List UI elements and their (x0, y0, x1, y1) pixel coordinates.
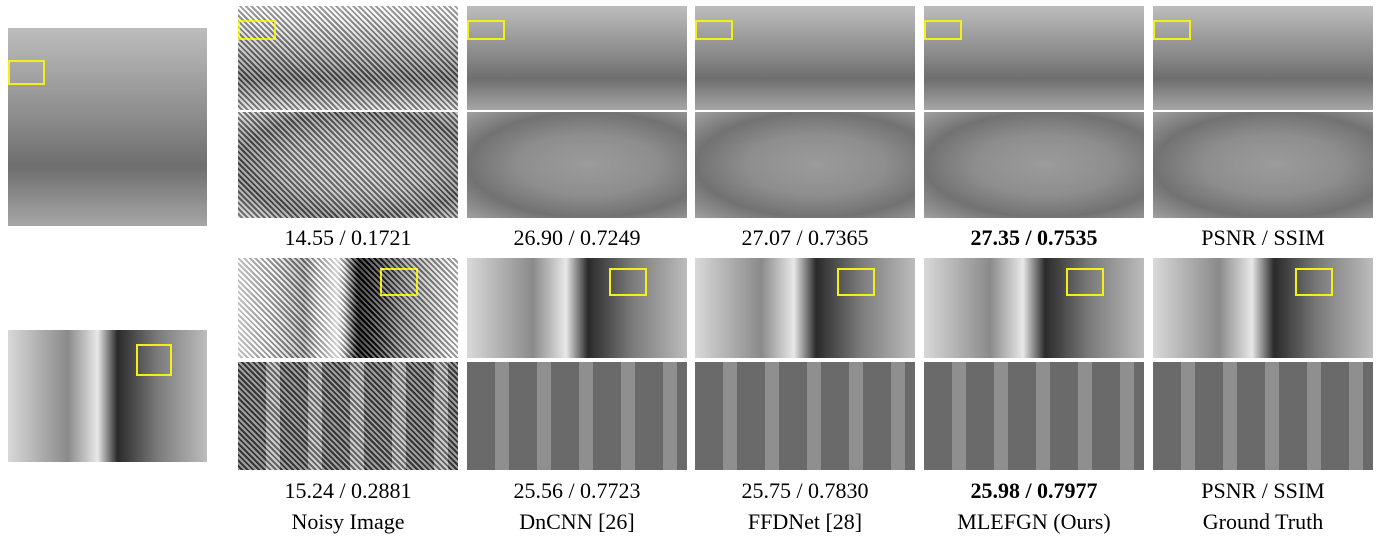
method-label: MLEFGN (Ours) (924, 509, 1144, 535)
scene-image (1153, 258, 1373, 358)
zoom-box (136, 344, 172, 376)
zoomed-crop (695, 112, 915, 218)
method-label: Ground Truth (1153, 509, 1373, 535)
metric-label: 26.90 / 0.7249 (467, 225, 687, 251)
thumbnail (8, 28, 207, 226)
zoomed-crop (238, 362, 458, 470)
zoom-box (238, 20, 276, 40)
thumbnail (8, 330, 207, 462)
zoom-box (609, 268, 647, 296)
zoom-box (1153, 20, 1191, 40)
metric-label: 25.75 / 0.7830 (695, 478, 915, 504)
zoom-box (8, 60, 45, 85)
method-label: FFDNet [28] (695, 509, 915, 535)
method-label: Noisy Image (238, 509, 458, 535)
scene-image (924, 258, 1144, 358)
zoom-box (467, 20, 505, 40)
metric-label: 14.55 / 0.1721 (238, 225, 458, 251)
zoom-box (1066, 268, 1104, 296)
metric-label: 25.56 / 0.7723 (467, 478, 687, 504)
metric-label: PSNR / SSIM (1153, 225, 1373, 251)
metric-label: 27.35 / 0.7535 (924, 225, 1144, 251)
figure: 14.55 / 0.1721 26.90 / 0.7249 27.07 / 0.73… (0, 0, 1377, 537)
scene-image (238, 258, 458, 358)
scene-image (238, 6, 458, 110)
zoom-box (380, 268, 418, 296)
scene-image (1153, 6, 1373, 110)
metric-label: 25.98 / 0.7977 (924, 478, 1144, 504)
zoom-box (837, 268, 875, 296)
zoomed-crop (1153, 112, 1373, 218)
scene-image (695, 258, 915, 358)
zoomed-crop (467, 362, 687, 470)
method-label: DnCNN [26] (467, 509, 687, 535)
zoomed-crop (238, 112, 458, 218)
scene-image (924, 6, 1144, 110)
zoomed-crop (924, 112, 1144, 218)
scene-image (467, 6, 687, 110)
zoomed-crop (695, 362, 915, 470)
zoom-box (924, 20, 962, 40)
metric-label: 27.07 / 0.7365 (695, 225, 915, 251)
zoom-box (1295, 268, 1333, 296)
scene-image (467, 258, 687, 358)
scene-image (695, 6, 915, 110)
metric-label: 15.24 / 0.2881 (238, 478, 458, 504)
zoomed-crop (1153, 362, 1373, 470)
zoom-box (695, 20, 733, 40)
zoomed-crop (924, 362, 1144, 470)
zoomed-crop (467, 112, 687, 218)
metric-label: PSNR / SSIM (1153, 478, 1373, 504)
